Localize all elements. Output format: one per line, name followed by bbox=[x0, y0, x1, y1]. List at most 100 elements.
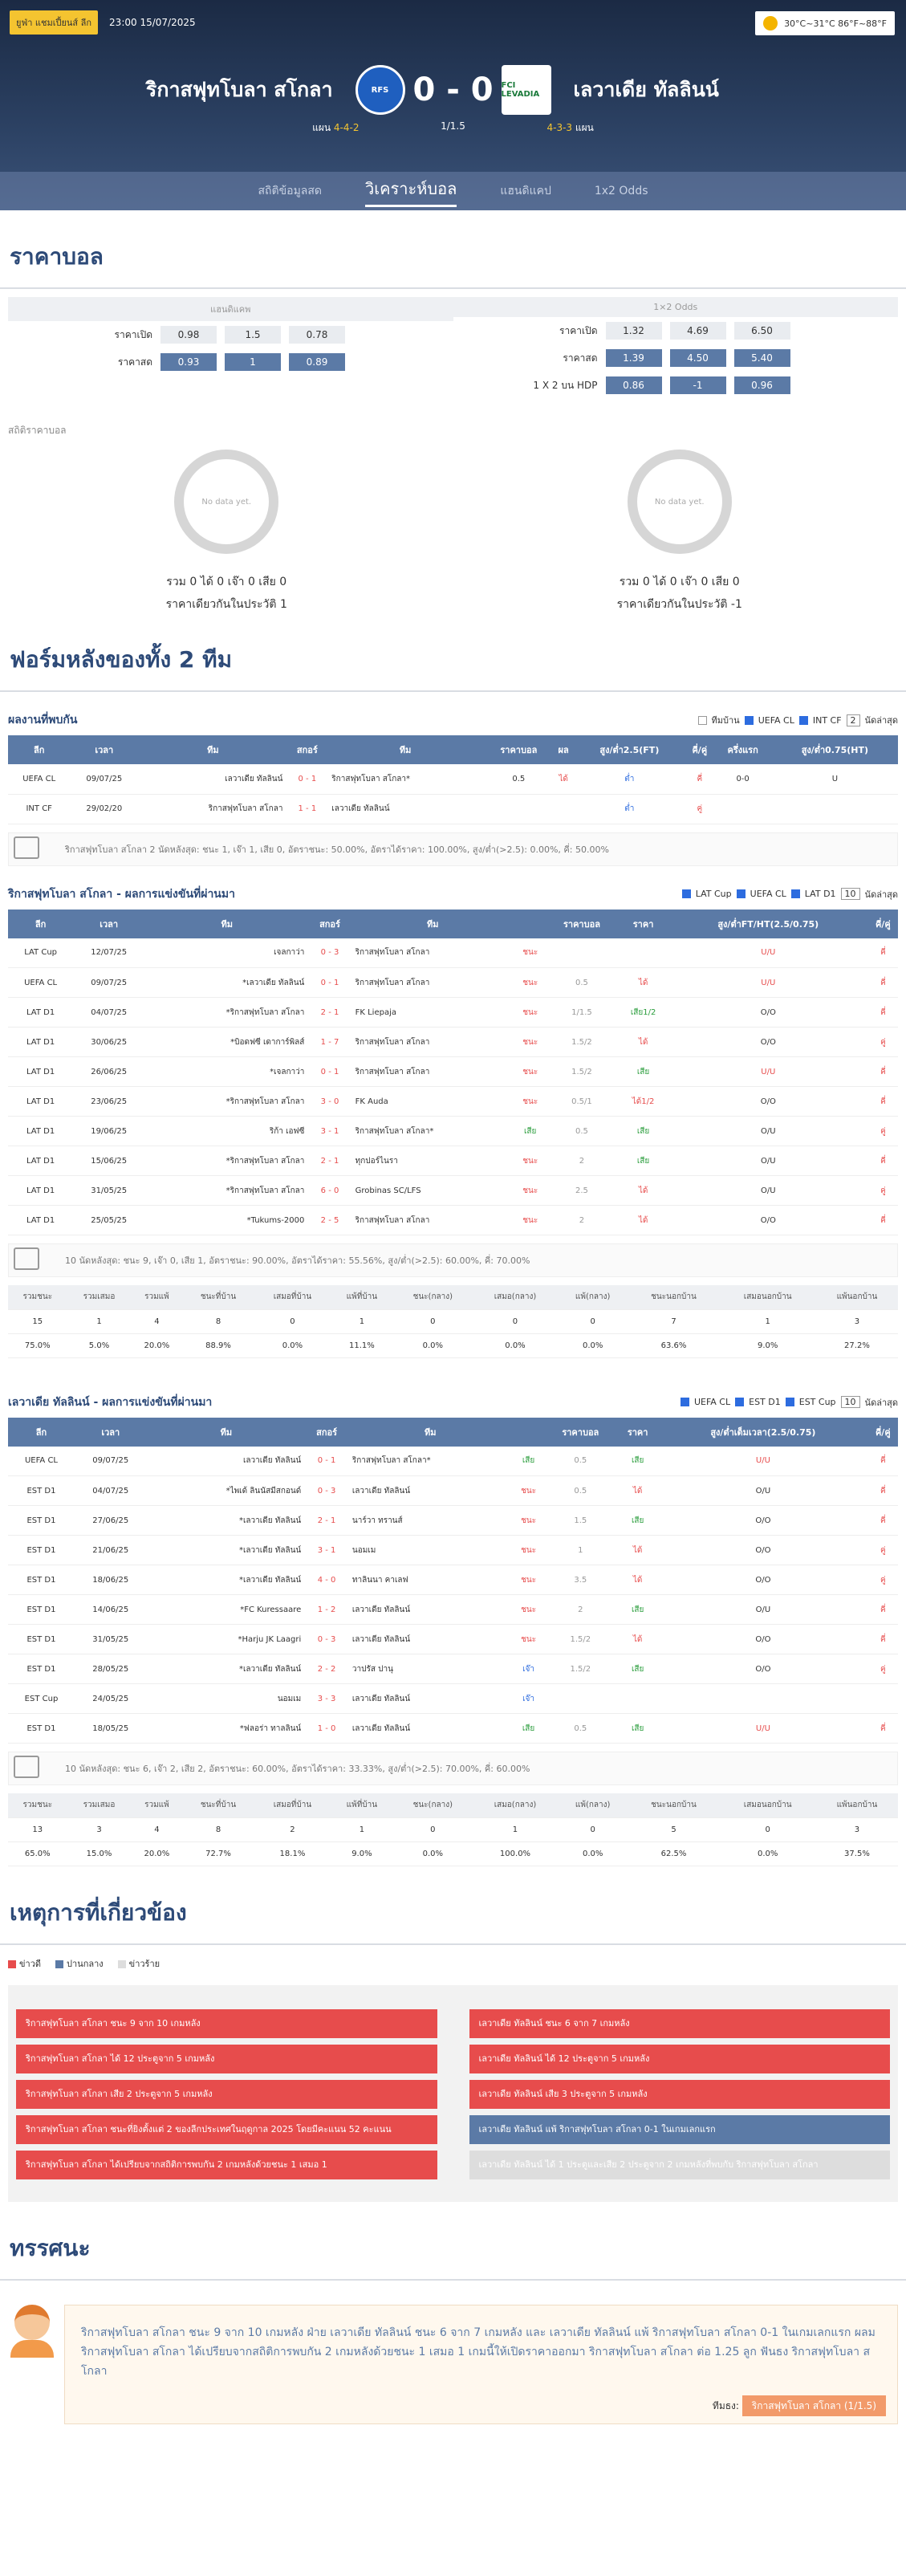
league-badge[interactable]: ยูฟ่า แชมเปี้ยนส์ ลีก bbox=[10, 10, 99, 35]
tab-handicap[interactable]: แฮนดิแคป bbox=[500, 185, 551, 197]
odds-cell: 0.86 bbox=[605, 376, 662, 394]
table-row[interactable]: LAT D1 04/07/25 *ริกาสฟุทโบลา สโกลา 2 - 1 FK… bbox=[8, 997, 898, 1028]
stats-cell: 0.0% bbox=[473, 1333, 558, 1358]
stats-cell: 5 bbox=[628, 1817, 720, 1842]
home-cell: 1 - 7 bbox=[309, 1027, 351, 1057]
away-cell: EST D1 bbox=[8, 1505, 75, 1536]
table-row[interactable]: EST Cup 24/05/25 นอมเม 3 - 3 เลวาเดีย ทัลลิน… bbox=[8, 1683, 898, 1714]
filter-label: INT CF bbox=[812, 714, 842, 726]
checkbox[interactable] bbox=[681, 889, 691, 898]
checkbox[interactable] bbox=[744, 715, 754, 725]
open-label: ราคาเปิด bbox=[114, 328, 152, 340]
open-label: ราคาเปิด bbox=[559, 324, 598, 336]
tab-live-stats[interactable]: สถิติข้อมูลสด bbox=[258, 185, 323, 197]
table-row[interactable]: EST D1 18/06/25 *เลวาเดีย ทัลลินน์ 4 - 0 ทาล… bbox=[8, 1565, 898, 1595]
h2h-cell: 0 - 1 bbox=[287, 764, 327, 795]
table-row[interactable]: LAT D1 30/06/25 *บิอดฟซี เดาการ์พิลส์ 1 - 7… bbox=[8, 1027, 898, 1057]
table-row[interactable]: EST D1 21/06/25 *เลวาเดีย ทัลลินน์ 3 - 1 นอม… bbox=[8, 1535, 898, 1565]
stats-cell: 1 bbox=[719, 1309, 816, 1334]
h2h-filters: ทีมบ้าน UEFA CL INT CF 2 นัดล่าสุด bbox=[697, 713, 898, 727]
stats-cell: 3 bbox=[67, 1817, 132, 1842]
away-cell: ได้ bbox=[617, 1535, 659, 1565]
home-cell: 0 - 3 bbox=[309, 938, 351, 968]
away-cell: เลวาเดีย ทัลลินน์ bbox=[146, 1446, 307, 1476]
table-row[interactable]: EST D1 14/06/25 *FC Kuressaare 1 - 2 เลวาเดี… bbox=[8, 1594, 898, 1625]
stats-cell: 3 bbox=[815, 1309, 898, 1334]
table-row[interactable]: EST D1 18/05/25 *ฟลอร่า ทาลลินน์ 1 - 0 เลวาเ… bbox=[8, 1713, 898, 1744]
score: 0 - 0 bbox=[412, 71, 494, 108]
stats-cell: 4 bbox=[131, 1817, 183, 1842]
home-recent-table: ลีก เวลา ทีม สกอร์ ทีม ราคาบอล ราคา สูง/ต่ำFT/H… bbox=[8, 909, 898, 1235]
table-row[interactable]: LAT D1 31/05/25 *ริกาสฟุทโบลา สโกลา 6 - 0 Gr… bbox=[8, 1175, 898, 1206]
away-col-0: ลีก bbox=[8, 1417, 75, 1447]
home-cell: 2 - 1 bbox=[309, 997, 351, 1028]
count-select[interactable]: 10 bbox=[840, 1396, 860, 1408]
home-cell: FK Liepaja bbox=[350, 997, 515, 1028]
home-cell: 23/06/25 bbox=[73, 1086, 145, 1117]
home-cell bbox=[618, 938, 668, 968]
away-cell: นอมเม bbox=[347, 1535, 514, 1565]
away-cell: 14/06/25 bbox=[74, 1594, 147, 1625]
table-row[interactable]: LAT D1 26/06/25 *เจลกาว่า 0 - 1 ริกาสฟุทโบลา… bbox=[8, 1056, 898, 1087]
checkbox[interactable] bbox=[680, 1398, 689, 1406]
checkbox[interactable] bbox=[697, 715, 707, 725]
home-cell: 2.5 bbox=[545, 1175, 619, 1206]
table-row[interactable]: LAT D1 15/06/25 *ริกาสฟุทโบลา สโกลา 2 - 1 ทุ… bbox=[8, 1146, 898, 1176]
table-row[interactable]: INT CF 29/02/20 ริกาสฟุทโบลา สโกลา 1 - 1 เลว… bbox=[8, 794, 898, 824]
home-cell: ริก้า เอฟซี bbox=[144, 1116, 310, 1146]
h2h-summary: ริกาสฟุทโบลา สโกลา 2 นัดหลังสุด: ชนะ 1, … bbox=[8, 832, 898, 866]
odds-stats: No data yet. รวม 0 ได้ 0 เจ๊า 0 เสีย 0 ราค… bbox=[0, 450, 906, 613]
away-cell: เสีย bbox=[513, 1713, 544, 1744]
away-cell: เสีย bbox=[617, 1505, 659, 1536]
home-cell: FK Auda bbox=[350, 1086, 515, 1117]
view-panel: ริกาสฟุทโบลา สโกลา ชนะ 9 จาก 10 เกมหลัง … bbox=[8, 2304, 898, 2424]
checkbox[interactable] bbox=[785, 1398, 794, 1406]
tab-1x2[interactable]: 1x2 Odds bbox=[594, 185, 648, 197]
table-row[interactable]: UEFA CL 09/07/25 เลวาเดีย ทัลลินน์ 0 - 1 ริก… bbox=[8, 1446, 898, 1476]
home-cell: LAT D1 bbox=[8, 1205, 74, 1235]
away-cell: เสีย bbox=[617, 1446, 659, 1476]
home-cell: ชนะ bbox=[514, 1086, 546, 1117]
checkbox[interactable] bbox=[736, 889, 746, 898]
table-row[interactable]: LAT D1 19/06/25 ริก้า เอฟซี 3 - 1 ริกาสฟุทโบ… bbox=[8, 1116, 898, 1146]
away-team-name[interactable]: เลวาเดีย ทัลลินน์ bbox=[573, 78, 719, 101]
summary-text: 10 นัดหลังสุด: ชนะ 6, เจ๊า 2, เสีย 2, อั… bbox=[65, 1764, 530, 1774]
h2h-col-5: ราคาบอล bbox=[484, 735, 554, 764]
away-cell: ชนะ bbox=[513, 1505, 544, 1536]
table-row[interactable]: LAT Cup 12/07/25 เจลกาว่า 0 - 3 ริกาสฟุทโบลา… bbox=[8, 938, 898, 968]
form-section-title: ฟอร์มหลังของทั้ง 2 ทีม bbox=[0, 613, 906, 692]
home-team-name[interactable]: ริกาสฟุทโบลา สโกลา bbox=[145, 78, 333, 101]
home-cell: U/U bbox=[668, 1056, 868, 1087]
count-select[interactable]: 10 bbox=[840, 888, 860, 900]
home-cell: คู่ bbox=[867, 1027, 898, 1057]
away-cell: *Harju JK Laagri bbox=[146, 1624, 307, 1654]
table-row[interactable]: UEFA CL 09/07/25 *เลวาเดีย ทัลลินน์ 0 - 1 ริ… bbox=[8, 967, 898, 998]
table-row[interactable]: LAT D1 25/05/25 *Tukums-2000 2 - 5 ริกาสฟุทโ… bbox=[8, 1205, 898, 1235]
tab-analysis[interactable]: วิเคราะห์บอล bbox=[365, 176, 457, 207]
table-row[interactable]: UEFA CL 09/07/25 เลวาเดีย ทัลลินน์ 0 - 1 ริก… bbox=[8, 764, 898, 795]
live-label: ราคาสด bbox=[563, 352, 598, 364]
home-cell: 2 - 1 bbox=[309, 1146, 351, 1176]
home-cell: 1.5/2 bbox=[545, 1027, 619, 1057]
away-cell: EST D1 bbox=[8, 1624, 75, 1654]
checkbox[interactable] bbox=[735, 1398, 745, 1406]
home-cell: 1/1.5 bbox=[545, 997, 619, 1028]
formation-label: แผน bbox=[575, 122, 594, 133]
stats-cell: 1 bbox=[331, 1309, 393, 1334]
count-select[interactable]: 2 bbox=[846, 714, 860, 726]
stats-cell: รวมชนะ bbox=[8, 1285, 67, 1310]
h2h-col-2: ทีม bbox=[138, 735, 288, 764]
table-row[interactable]: EST D1 28/05/25 *เลวาเดีย ทัลลินน์ 2 - 2 วาป… bbox=[8, 1654, 898, 1684]
stats-cell: รวมแพ้ bbox=[131, 1793, 183, 1818]
table-row[interactable]: EST D1 31/05/25 *Harju JK Laagri 0 - 3 เลวาเ… bbox=[8, 1624, 898, 1654]
table-row[interactable]: EST D1 27/06/25 *เลวาเดีย ทัลลินน์ 2 - 1 นาร… bbox=[8, 1505, 898, 1536]
odds-cell: 0.89 bbox=[289, 353, 345, 371]
away-stats-table: รวมชนะ รวมเสมอ รวมแพ้ ชนะที่บ้าน เสมอที่บ้าน… bbox=[8, 1793, 898, 1866]
checkbox[interactable] bbox=[798, 715, 808, 725]
table-row[interactable]: EST D1 04/07/25 *ไพเด้ ลินนัสมีสกอนด์ 0 - 3… bbox=[8, 1475, 898, 1506]
odds-cell: 1.32 bbox=[605, 322, 662, 340]
away-team-logo: FCI LEVADIA bbox=[501, 65, 551, 115]
checkbox[interactable] bbox=[790, 889, 800, 898]
stats-summary: รวม 0 ได้ 0 เจ๊า 0 เสีย 0 bbox=[166, 576, 287, 588]
table-row[interactable]: LAT D1 23/06/25 *ริกาสฟุทโบลา สโกลา 3 - 0 FK… bbox=[8, 1086, 898, 1117]
